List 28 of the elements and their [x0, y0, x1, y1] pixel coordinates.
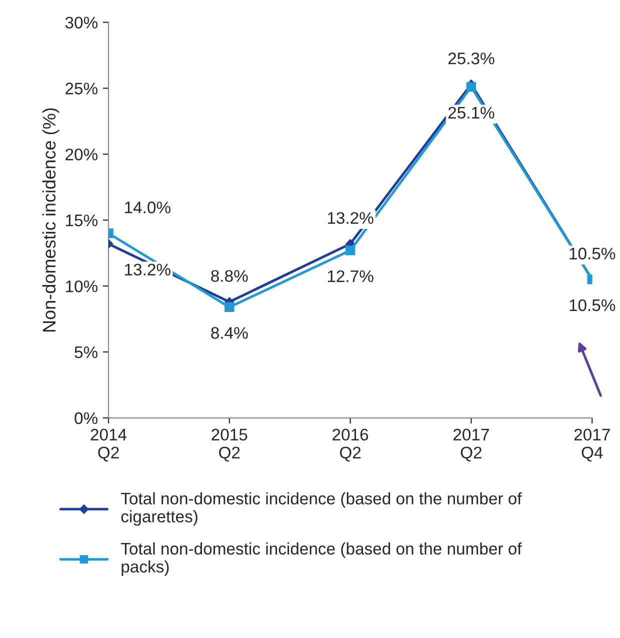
legend-label: Total non-domestic incidence (based on the number of packs) [121, 542, 522, 576]
data-label: 8.8% [211, 270, 248, 282]
x-tick-label: 2014 Q2 [90, 428, 127, 462]
y-tick-label: 25% [66, 82, 98, 94]
point [345, 246, 356, 256]
x-tick-label: 2017 Q4 [574, 428, 610, 462]
data-label: 25.1% [448, 106, 494, 119]
y-axis-title: Non-domestic incidence (%) [42, 108, 60, 332]
legend-label: Total non-domestic incidence (based on the number of cigarettes) [121, 492, 522, 526]
y-tick-label: 10% [66, 280, 98, 292]
x-tick-label: 2015 Q2 [212, 428, 248, 462]
data-label: 13.2% [125, 264, 170, 276]
data-label: 14.0% [125, 202, 170, 214]
y-tick-label: 0% [74, 412, 98, 424]
data-label: 25.3% [448, 52, 494, 64]
y-tick-label: 15% [66, 214, 98, 226]
y-tick-label: 5% [74, 346, 98, 358]
data-label: 10.5% [570, 299, 616, 312]
y-tick-label: 20% [66, 148, 98, 160]
data-label: 13.2% [328, 212, 374, 224]
x-tick-label: 2017 Q2 [454, 428, 489, 462]
data-label: 12.7% [328, 270, 374, 282]
y-tick-label: 30% [65, 16, 98, 29]
data-label: 10.5% [570, 248, 616, 260]
data-label: 8.4% [211, 327, 248, 339]
x-tick-label: 2016 Q2 [332, 428, 368, 462]
point [466, 82, 476, 92]
point [224, 302, 234, 312]
